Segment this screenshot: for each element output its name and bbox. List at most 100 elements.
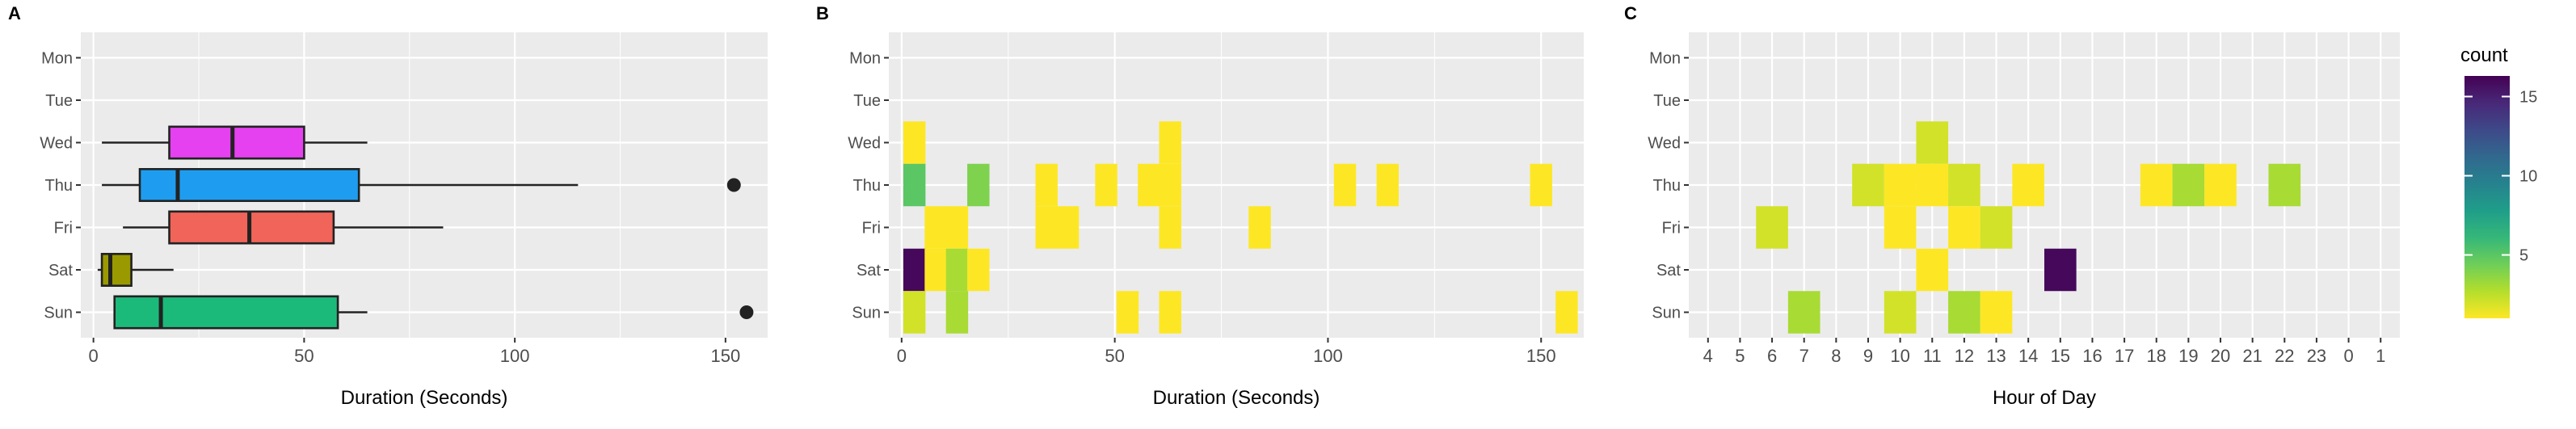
heat-tile	[1916, 121, 1949, 164]
heat-tile	[945, 206, 969, 249]
panel-c-y-tick-label: Fri	[1662, 220, 1681, 238]
heat-tile	[945, 291, 969, 334]
panel-a-x-axis-title: Duration (Seconds)	[341, 387, 508, 409]
panel-a-x-ticks: 0 50 100 150	[89, 338, 740, 366]
panel-c-x-tick-label: 6	[1767, 346, 1777, 366]
panel-c-x-tick-label: 4	[1703, 346, 1713, 366]
panel-b: B Mon Tue Wed Thu Fri Sat Sun 0 50 100 150 Durati…	[816, 3, 1584, 409]
box-sun	[113, 295, 339, 330]
panel-a-x-tick-label: 150	[710, 346, 740, 366]
heat-tile	[1756, 206, 1788, 249]
panel-b-x-tick-label: 50	[1105, 346, 1124, 366]
legend-colorbar	[2464, 76, 2510, 318]
panel-c-x-tick-label: 0	[2343, 346, 2353, 366]
heat-tile	[903, 291, 926, 334]
heat-tile	[2012, 163, 2044, 207]
panel-c-x-tick-label: 18	[2146, 346, 2166, 366]
panel-a-y-tick-label: Mon	[41, 50, 73, 68]
panel-c-x-tick-label: 11	[1923, 346, 1942, 366]
legend-title: count	[2460, 44, 2508, 66]
panel-a-boxes	[97, 125, 754, 330]
heat-tile	[1095, 163, 1118, 207]
heat-tile	[1333, 163, 1357, 207]
box-sat	[100, 253, 133, 287]
panel-a-y-tick-label: Wed	[40, 135, 73, 153]
heat-tile	[924, 206, 947, 249]
heat-tile	[1056, 206, 1080, 249]
panel-c-y-tick-label: Thu	[1653, 177, 1681, 195]
heat-tile	[1555, 291, 1578, 334]
panel-b-tag: B	[816, 3, 829, 23]
panel-c-x-tick-label: 7	[1799, 346, 1809, 366]
panel-a-y-ticks: Mon Tue Wed Thu Fri Sat Sun	[40, 50, 81, 322]
panel-c-x-ticks: 4 5 6 7 8 9 10 11 12 13 14 15 16 17 18 19 20 21 22 23 0 1	[1703, 338, 2385, 366]
panel-a-x-tick-label: 100	[500, 346, 530, 366]
panel-c-x-tick-label: 9	[1863, 346, 1873, 366]
panel-c-tiles	[1756, 121, 2301, 334]
panel-c-y-tick-label: Sun	[1652, 305, 1681, 322]
panel-a-x-tick-label: 0	[89, 346, 99, 366]
panel-c-x-tick-label: 23	[2307, 346, 2326, 366]
heat-tile	[1035, 206, 1058, 249]
heat-tile	[1138, 163, 1160, 207]
panel-b-y-ticks: Mon Tue Wed Thu Fri Sat Sun	[848, 50, 889, 322]
panel-b-y-tick-label: Tue	[853, 92, 881, 110]
heat-tile	[967, 163, 990, 207]
panel-a: A Mon Tue Wed Thu Fri Sat Sun 0 50 100 150 Durati…	[8, 3, 768, 409]
legend-tick-label: 5	[2519, 247, 2528, 265]
panel-c-tag: C	[1624, 3, 1637, 23]
heat-tile	[2044, 248, 2077, 292]
heat-tile	[1916, 248, 1949, 292]
panel-c-x-tick-label: 21	[2242, 346, 2262, 366]
box-outlier-point	[726, 178, 741, 192]
panel-b-y-tick-label: Sat	[857, 262, 881, 280]
heat-tile	[945, 248, 969, 292]
heat-tile	[1980, 206, 2013, 249]
heat-tile	[2140, 163, 2173, 207]
panel-b-x-ticks: 0 50 100 150	[897, 338, 1556, 366]
panel-c-x-tick-label: 10	[1890, 346, 1909, 366]
heat-tile	[2172, 163, 2205, 207]
panel-c-y-ticks: Mon Tue Wed Thu Fri Sat Sun	[1648, 50, 1689, 322]
panel-a-y-tick-label: Sun	[44, 305, 73, 322]
panel-b-x-tick-label: 150	[1526, 346, 1556, 366]
heat-tile	[2268, 163, 2301, 207]
panel-c-x-tick-label: 5	[1735, 346, 1745, 366]
heat-tile	[1884, 163, 1917, 207]
panel-c-y-tick-label: Tue	[1653, 92, 1681, 110]
heat-tile	[1948, 291, 1980, 334]
panel-b-x-tick-label: 0	[897, 346, 907, 366]
heat-tile	[1159, 121, 1181, 164]
heat-tile	[1980, 291, 2013, 334]
box-thu	[138, 168, 360, 202]
panel-c-y-tick-label: Mon	[1649, 50, 1681, 68]
panel-c-x-tick-label: 17	[2115, 346, 2134, 366]
heat-tile	[903, 121, 926, 164]
heat-tile	[1948, 206, 1980, 249]
heat-tile	[967, 248, 990, 292]
box-outlier-point	[739, 305, 754, 319]
legend-ticks: 5 10 15	[2464, 88, 2537, 265]
heat-tile	[1248, 206, 1271, 249]
box-wed	[168, 125, 305, 160]
panel-c-x-tick-label: 8	[1831, 346, 1841, 366]
panel-b-x-tick-label: 100	[1313, 346, 1343, 366]
panel-b-y-tick-label: Mon	[849, 50, 881, 68]
legend-tick-label: 10	[2519, 168, 2537, 186]
panel-a-y-tick-label: Tue	[45, 92, 73, 110]
panel-b-x-axis-title: Duration (Seconds)	[1153, 387, 1320, 409]
panel-c-x-tick-label: 20	[2211, 346, 2230, 366]
heat-tile	[1787, 291, 1820, 334]
heat-tile	[1916, 163, 1949, 207]
heat-tile	[903, 248, 926, 292]
panel-c-x-tick-label: 1	[2376, 346, 2385, 366]
panel-b-tiles	[903, 121, 1578, 334]
panel-c-y-tick-label: Wed	[1648, 135, 1681, 153]
panel-c-x-tick-label: 12	[1955, 346, 1974, 366]
panel-b-y-tick-label: Thu	[853, 177, 881, 195]
heat-tile	[924, 248, 947, 292]
panel-c-x-axis-title: Hour of Day	[1993, 387, 2096, 409]
panel-c-x-tick-label: 22	[2275, 346, 2294, 366]
